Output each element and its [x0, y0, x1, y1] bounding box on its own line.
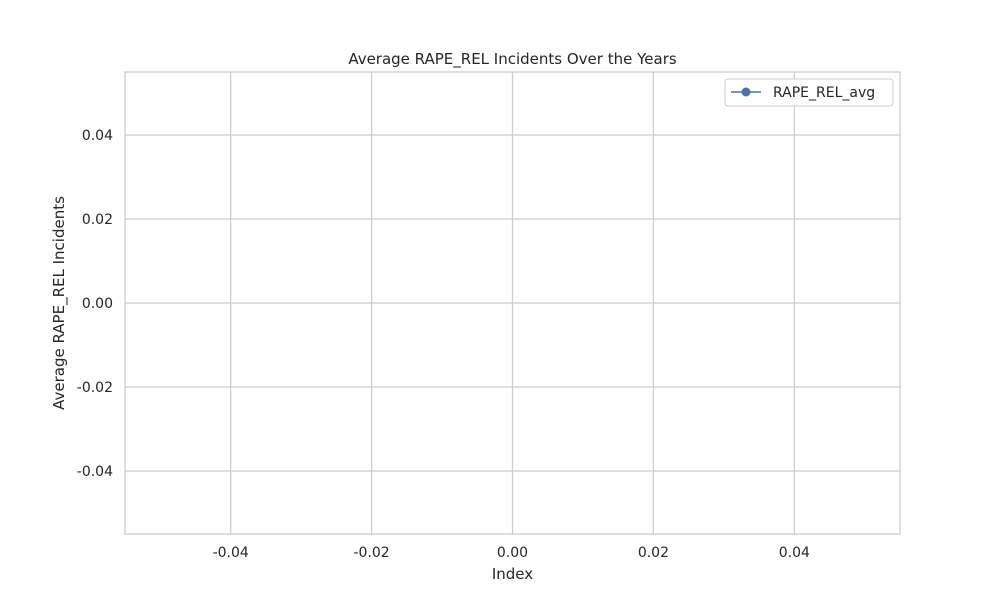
legend-box	[724, 78, 894, 107]
x-tick-label: 0.02	[638, 545, 669, 561]
legend: RAPE_REL_avg	[724, 78, 894, 107]
x-tick-label: -0.02	[353, 545, 389, 561]
y-tick-label: -0.04	[77, 464, 113, 480]
x-axis-title: Index	[492, 565, 533, 583]
y-axis-title: Average RAPE_REL Incidents	[50, 196, 69, 410]
x-tick-label: 0.00	[497, 545, 528, 561]
y-tick-label: 0.04	[82, 128, 113, 144]
y-tick-label: 0.02	[82, 212, 113, 228]
y-tick-label: -0.02	[77, 380, 113, 396]
plot-frame	[124, 71, 901, 535]
legend-label: RAPE_REL_avg	[773, 85, 875, 101]
legend-marker-icon	[741, 87, 751, 97]
x-tick-label: 0.04	[779, 545, 810, 561]
y-tick-label: 0.00	[82, 296, 113, 312]
y-axis-ticks: 0.04 0.02 0.00 -0.02 -0.04	[77, 128, 113, 480]
chart-title: Average RAPE_REL Incidents Over the Year…	[348, 50, 677, 69]
x-axis-ticks: -0.04 -0.02 0.00 0.02 0.04	[213, 545, 810, 561]
x-tick-label: -0.04	[213, 545, 249, 561]
grid	[125, 72, 900, 534]
